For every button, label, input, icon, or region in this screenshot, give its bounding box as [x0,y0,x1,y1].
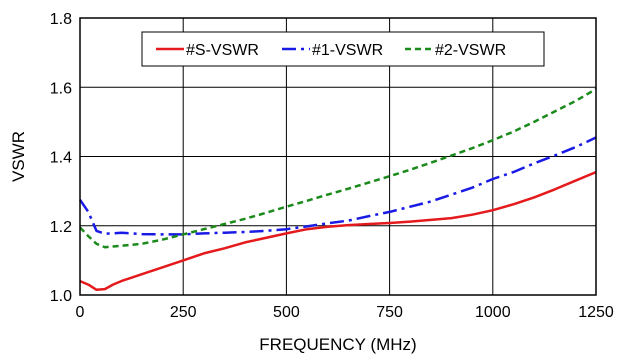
x-tick-label: 750 [376,304,403,321]
x-axis-label: FREQUENCY (MHz) [259,335,416,354]
legend-box [141,31,545,67]
y-tick-label: 1.2 [50,219,72,236]
x-tick-label: 0 [76,304,85,321]
series-line-3 [79,87,597,249]
series-line-2 [78,136,597,236]
y-axis-label: VSWR [9,131,28,182]
x-tick-label: 1250 [578,304,614,321]
x-tick-label: 1000 [475,304,511,321]
legend: #S-VSWR #1-VSWR #2-VSWR [141,31,545,67]
x-tick-label: 250 [170,304,197,321]
legend-label-1: #S-VSWR [186,42,259,59]
y-axis-ticks: 1.0 1.2 1.4 1.6 1.8 [50,11,72,305]
y-tick-label: 1.6 [50,80,72,97]
y-tick-label: 1.8 [50,11,72,28]
legend-label-3: #2-VSWR [435,42,506,59]
series-layer [78,87,597,292]
series-line-1 [79,170,597,292]
y-tick-label: 1.0 [50,288,72,305]
legend-label-2: #1-VSWR [312,42,383,59]
plot-area-frame [79,17,597,296]
y-tick-label: 1.4 [50,150,72,167]
x-tick-label: 500 [273,304,300,321]
x-axis-ticks: 0 250 500 750 1000 1250 [76,304,614,321]
